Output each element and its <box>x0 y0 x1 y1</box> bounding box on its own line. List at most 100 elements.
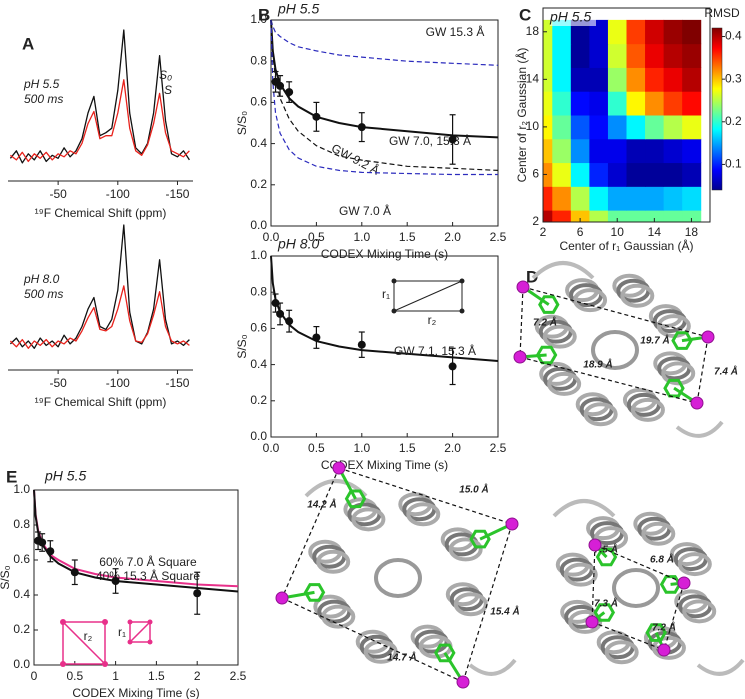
aromatic-ring <box>303 583 326 602</box>
heat-cell <box>552 186 572 211</box>
heat-cell <box>645 162 665 187</box>
distance-label: 15.0 Å <box>459 483 488 496</box>
aromatic-ring <box>595 547 618 567</box>
helix-turn <box>351 507 386 532</box>
x-tick-label: 1.5 <box>399 230 416 244</box>
heat-cell <box>682 43 702 68</box>
heat-cell <box>552 115 572 140</box>
y-axis-label: S/S₀ <box>0 565 12 589</box>
inset-node <box>391 308 397 314</box>
distance-label: 15.4 Å <box>490 605 519 618</box>
heat-cell <box>589 186 609 211</box>
colorbar <box>711 27 723 191</box>
loop <box>552 499 745 676</box>
inset-node <box>60 661 66 667</box>
y-tick-label: 0.0 <box>250 218 267 232</box>
chart-title: pH 8.0 <box>277 236 319 252</box>
inset-label: r₁ <box>118 625 126 639</box>
distance-label: 7.2 Å <box>533 316 557 329</box>
data-point <box>312 112 321 121</box>
data-point <box>448 135 457 144</box>
heat-cell <box>663 19 683 45</box>
x-tick-label: 0 <box>31 669 38 683</box>
aromatic-ring <box>659 575 682 594</box>
loop <box>531 261 724 438</box>
distance-line <box>594 544 685 584</box>
helix-core <box>374 558 422 598</box>
helix-turn <box>677 552 712 577</box>
inset-node <box>127 619 133 625</box>
distance-label: 7.3 Å <box>594 597 618 610</box>
data-point <box>357 123 366 132</box>
inset-node <box>60 619 66 625</box>
heat-cell <box>607 91 627 116</box>
y-tick-label: 0.6 <box>13 552 30 566</box>
structure: 14.2 Å 15.0 Å 15.4 Å 14.7 Å <box>275 461 520 689</box>
curve <box>270 19 498 176</box>
helix-turn <box>682 599 717 624</box>
distance-line <box>281 467 340 599</box>
aromatic-ring <box>663 378 685 398</box>
helix-turn <box>563 562 598 587</box>
x-tick-label: -150 <box>165 376 189 390</box>
panel-label: C <box>519 5 531 24</box>
chart-title: pH 5.5 <box>44 468 86 484</box>
data-point <box>312 333 321 342</box>
heat-cell <box>589 43 609 68</box>
fluorine-atom <box>513 350 527 364</box>
inset-label: r₂ <box>84 629 93 643</box>
colorbar-tick-label: 0.1 <box>725 157 742 171</box>
x-tick-label: -150 <box>165 187 189 201</box>
heat-cell <box>663 186 683 211</box>
y-tick-label: 0.2 <box>250 177 267 191</box>
helix-turn <box>568 609 603 634</box>
heat-cell <box>543 162 553 187</box>
heat-cell <box>645 186 665 211</box>
inset-diagonal <box>62 621 106 665</box>
x-tick-label: 2.5 <box>490 230 507 244</box>
y-axis-label: S/S₀ <box>235 334 249 358</box>
heat-cell <box>626 138 646 164</box>
heat-cell <box>682 115 702 140</box>
x-axis-label: CODEX Mixing Time (s) <box>321 458 448 472</box>
data-point <box>448 362 457 371</box>
data-point <box>271 299 280 308</box>
distance-line <box>591 621 665 651</box>
heat-cell <box>543 138 553 164</box>
heat-cell <box>552 162 572 187</box>
heat-cell <box>543 115 553 140</box>
helix-turn <box>316 549 351 574</box>
y-tick-label: 1.0 <box>250 248 267 262</box>
x-axis-label: CODEX Mixing Time (s) <box>72 686 199 699</box>
structure: 7.5 Å6.8 Å7.3 Å7.2 Å <box>552 499 745 676</box>
inset-node <box>102 619 108 625</box>
y-tick-label: 6 <box>532 167 539 181</box>
x-tick-label: 2.5 <box>490 441 507 455</box>
x-axis-label: ¹⁹F Chemical Shift (ppm) <box>35 206 167 220</box>
colorbar-tick-label: 0.3 <box>725 71 742 85</box>
heat-cell <box>645 19 665 45</box>
x-tick-label: 10 <box>611 225 625 239</box>
x-tick-label: -100 <box>106 187 130 201</box>
data-point <box>38 538 47 547</box>
distance-line <box>522 286 709 338</box>
helix-turn <box>656 314 691 339</box>
heat-cell <box>645 91 665 116</box>
distance-line <box>696 336 709 404</box>
helix-turn <box>651 635 686 660</box>
y-tick-label: 0.2 <box>13 622 30 636</box>
helix-turn <box>630 397 665 422</box>
heat-cell <box>607 115 627 140</box>
heat-cell <box>570 186 590 211</box>
heat-cell <box>682 138 702 164</box>
distance-label: 14.7 Å <box>387 651 416 664</box>
data-point <box>70 568 79 577</box>
distance-line <box>663 582 685 651</box>
chart-title: pH 5.5 <box>277 1 319 17</box>
x-tick-label: 1 <box>112 669 119 683</box>
helix-turn <box>448 537 483 562</box>
distance-line <box>338 467 513 525</box>
x-tick-label: 1.5 <box>148 669 165 683</box>
helix-turn <box>604 640 639 665</box>
x-tick-label: 2.0 <box>444 441 461 455</box>
